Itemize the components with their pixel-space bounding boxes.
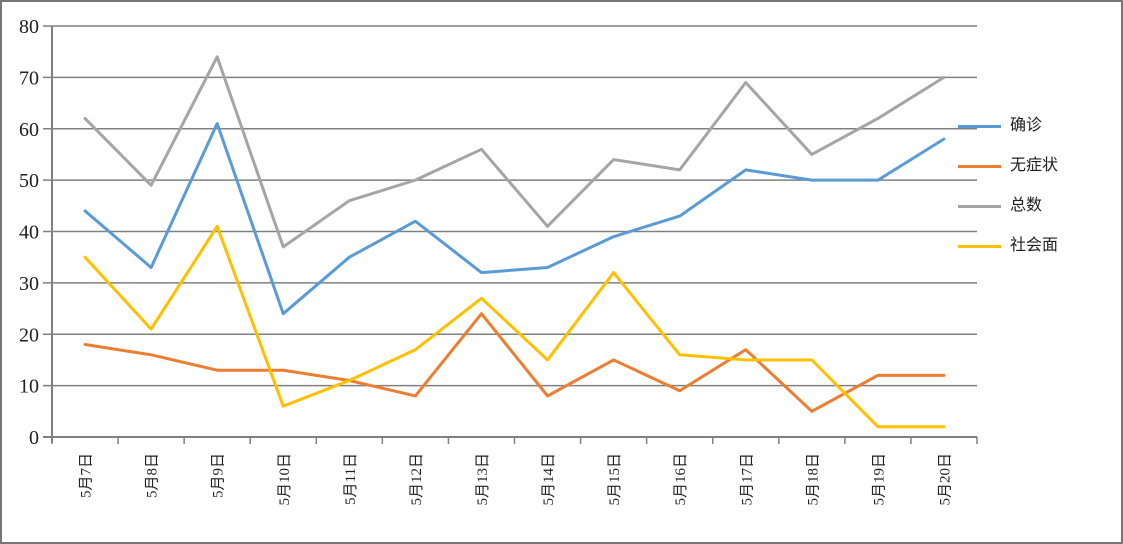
y-axis-label: 20 — [19, 324, 39, 346]
y-axis-label: 50 — [19, 170, 39, 192]
legend-item-community: 社会面 — [958, 235, 1058, 257]
legend-label: 确诊 — [1010, 117, 1043, 134]
y-axis-label: 70 — [19, 67, 39, 89]
series-line-total — [83, 55, 946, 249]
legend-line-sample-community — [958, 244, 1001, 248]
y-axis-label: 40 — [19, 222, 39, 244]
x-axis-label: 5月9日 — [211, 453, 227, 498]
legend-item-asymptomatic: 无症状 — [958, 155, 1058, 177]
legend-item-total: 总数 — [958, 195, 1058, 217]
x-axis-label: 5月17日 — [739, 453, 755, 506]
series-line-asymptomatic — [83, 312, 946, 413]
x-axis-label: 5月13日 — [475, 453, 491, 506]
x-axis-label: 5月8日 — [145, 453, 161, 498]
x-axis-label: 5月15日 — [607, 453, 623, 506]
legend-label: 社会面 — [1010, 237, 1059, 254]
y-axis-label: 10 — [19, 376, 39, 398]
x-axis-label: 5月14日 — [541, 453, 557, 506]
legend-line-sample-confirmed — [958, 124, 1001, 128]
legend-line-sample-asymptomatic — [958, 164, 1001, 168]
x-axis-label: 5月7日 — [79, 453, 95, 498]
y-axis-label: 30 — [19, 273, 39, 295]
legend-item-confirmed: 确诊 — [958, 115, 1058, 137]
x-axis-label: 5月18日 — [805, 453, 821, 506]
x-axis-label: 5月12日 — [409, 453, 425, 506]
series-line-confirmed — [83, 122, 946, 316]
x-axis-label: 5月10日 — [277, 453, 293, 506]
legend-label: 总数 — [1010, 197, 1043, 214]
y-axis-label: 60 — [19, 119, 39, 141]
legend: 确诊 无症状 总数 社会面 — [958, 115, 1058, 257]
x-axis-label: 5月19日 — [871, 453, 887, 506]
x-axis-label: 5月16日 — [673, 453, 689, 506]
legend-label: 无症状 — [1010, 157, 1059, 174]
y-axis-label: 80 — [19, 16, 39, 38]
y-axis-label: 0 — [29, 427, 39, 449]
x-axis-label: 5月20日 — [937, 453, 953, 506]
legend-line-sample-total — [958, 204, 1001, 208]
x-axis-label: 5月11日 — [343, 453, 359, 505]
series-line-community — [83, 224, 946, 429]
